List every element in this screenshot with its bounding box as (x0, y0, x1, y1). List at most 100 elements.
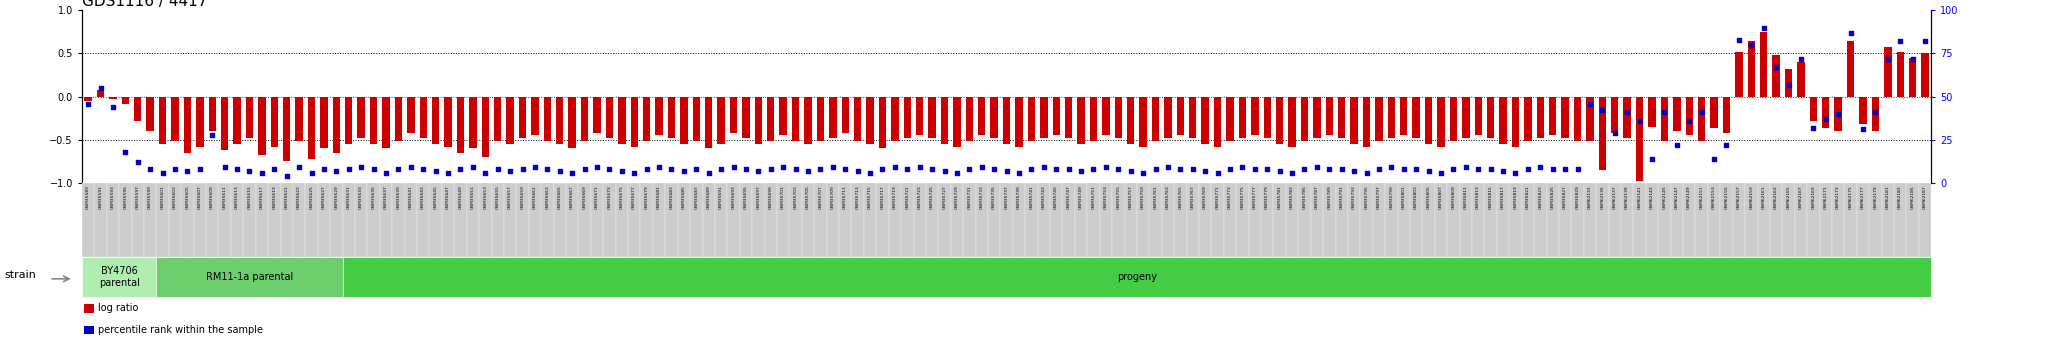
Text: GSM35719: GSM35719 (893, 185, 897, 209)
Point (1337, 168, 1370, 174)
Point (1163, 166, 1196, 172)
Bar (207, 183, 219, 257)
Text: GSM35649: GSM35649 (459, 185, 463, 209)
Bar (106, 183, 119, 257)
Point (1102, 166, 1135, 172)
Bar (817, 97, 823, 141)
Text: GSM35611: GSM35611 (223, 185, 227, 209)
Bar (1661, 97, 1669, 141)
Bar (1102, 97, 1110, 136)
Bar (991, 97, 997, 138)
Point (432, 170, 465, 175)
Bar (1624, 97, 1630, 138)
Bar (629, 183, 641, 257)
Bar (1450, 97, 1456, 141)
Bar (530, 97, 539, 136)
Bar (1860, 97, 1866, 124)
Point (332, 166, 365, 172)
Text: GSM35617: GSM35617 (260, 185, 264, 209)
Text: GSM35673: GSM35673 (608, 185, 612, 209)
Bar (987, 183, 999, 257)
Bar (741, 97, 750, 138)
Point (555, 170, 588, 175)
Text: GSM62141: GSM62141 (1638, 185, 1642, 209)
Bar (233, 97, 242, 144)
Bar (852, 183, 864, 257)
Text: GSM35665: GSM35665 (557, 185, 561, 209)
Bar (1823, 97, 1829, 128)
Bar (739, 183, 752, 257)
Bar (1323, 183, 1335, 257)
Bar (1794, 183, 1806, 257)
Text: GSM35613: GSM35613 (236, 185, 240, 209)
Bar (1362, 97, 1370, 147)
Bar (1735, 52, 1743, 97)
Bar (1870, 183, 1882, 257)
Bar (641, 183, 653, 257)
Bar (666, 183, 678, 257)
Bar (418, 183, 430, 257)
Bar (1016, 97, 1022, 147)
Point (383, 166, 416, 172)
Bar (258, 97, 266, 155)
Bar (1747, 41, 1755, 97)
Text: GSM35771: GSM35771 (1217, 185, 1221, 209)
Bar (219, 183, 231, 257)
Text: GSM62159: GSM62159 (1749, 185, 1753, 209)
Point (295, 170, 328, 175)
Text: GSM35801: GSM35801 (1401, 185, 1405, 209)
Bar (752, 183, 764, 257)
Bar (754, 97, 762, 144)
Point (1823, 111, 1855, 117)
Bar (1769, 183, 1782, 257)
Bar (764, 183, 776, 257)
Bar (221, 97, 229, 150)
Text: log ratio: log ratio (98, 303, 139, 313)
Bar (1559, 183, 1571, 257)
Bar (430, 183, 442, 257)
Text: GSM35635: GSM35635 (371, 185, 375, 209)
Bar (1819, 183, 1833, 257)
Point (1835, 30, 1868, 36)
Bar (319, 97, 328, 148)
Bar (1313, 97, 1321, 138)
Bar (727, 183, 739, 257)
Point (1536, 166, 1569, 172)
Text: GSM62133: GSM62133 (1587, 185, 1591, 209)
Bar (643, 97, 651, 141)
Point (1698, 156, 1731, 161)
Bar (1114, 97, 1122, 138)
Point (1176, 166, 1208, 172)
Bar (1798, 62, 1804, 97)
Bar (1389, 97, 1395, 138)
Text: GSM35775: GSM35775 (1241, 185, 1245, 209)
Text: GSM35631: GSM35631 (346, 185, 350, 209)
Bar (889, 183, 901, 257)
Point (1202, 170, 1235, 175)
Bar (938, 183, 950, 257)
Bar (915, 97, 924, 136)
Point (1126, 170, 1159, 175)
Bar (82, 183, 94, 257)
Text: GSM35701: GSM35701 (780, 185, 784, 209)
Point (1374, 165, 1407, 170)
Bar (975, 183, 987, 257)
Bar (1595, 183, 1608, 257)
Text: GSM35605: GSM35605 (186, 185, 188, 209)
Bar (481, 97, 489, 157)
Text: GSM35685: GSM35685 (682, 185, 686, 209)
Point (854, 170, 887, 175)
Bar (1149, 183, 1161, 257)
Bar (967, 97, 973, 141)
Text: GSM62139: GSM62139 (1626, 185, 1628, 209)
Bar (1573, 97, 1581, 141)
Text: GSM35809: GSM35809 (1452, 185, 1456, 209)
Bar (999, 183, 1014, 257)
Point (1239, 166, 1272, 172)
Text: GSM62185: GSM62185 (1911, 185, 1915, 209)
Point (457, 165, 489, 170)
Bar (1214, 97, 1221, 147)
Point (1325, 166, 1358, 172)
Point (1896, 56, 1929, 61)
Point (1040, 166, 1073, 172)
